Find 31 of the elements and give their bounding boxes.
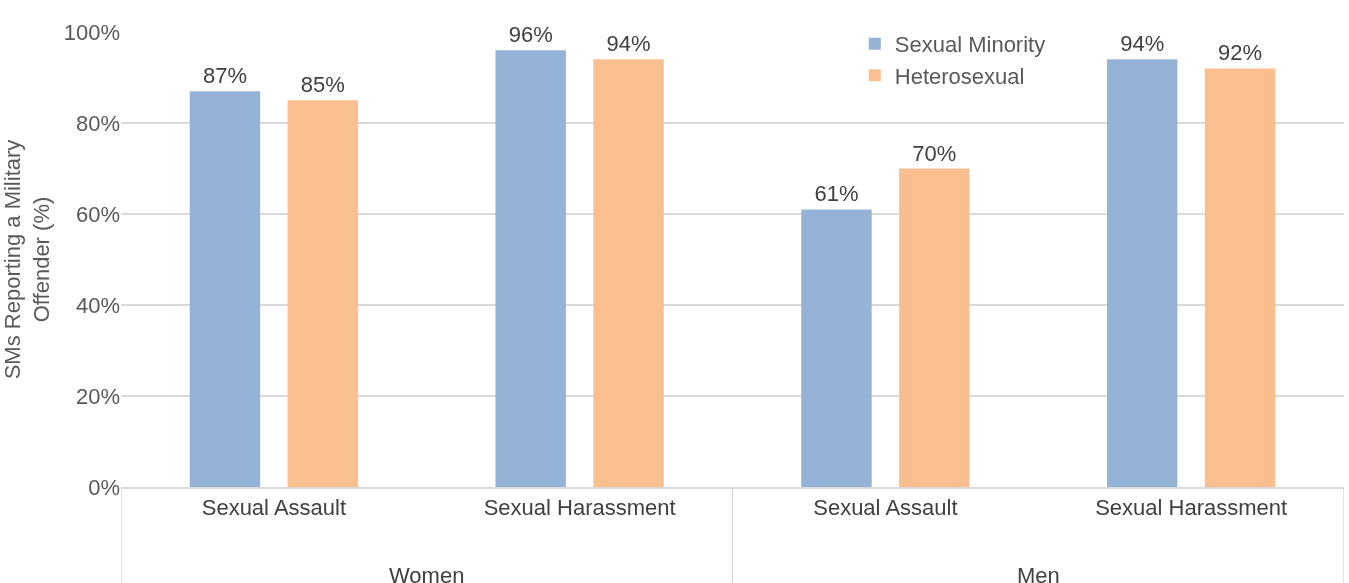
bar xyxy=(593,59,664,487)
data-label: 87% xyxy=(202,63,247,89)
data-label: 92% xyxy=(1218,40,1263,66)
x-tick-label: Sexual Assault xyxy=(201,495,347,521)
bar xyxy=(287,100,359,487)
bar xyxy=(495,50,566,487)
text: Women xyxy=(389,563,465,583)
x-tick-label: Sexual Harassment xyxy=(1095,495,1288,521)
x-tick-label: Sexual Assault xyxy=(813,495,958,521)
bar xyxy=(1204,68,1276,487)
bar xyxy=(899,168,970,487)
y-tick-label: 80% xyxy=(75,110,120,136)
text: Men xyxy=(1017,563,1060,583)
data-label: 94% xyxy=(606,31,651,57)
legend-label: Heterosexual xyxy=(894,63,1025,89)
data-label: 61% xyxy=(814,181,859,207)
bar xyxy=(1106,59,1178,487)
data-label: 85% xyxy=(300,72,345,98)
data-label: 96% xyxy=(508,22,553,48)
data-label: 94% xyxy=(1120,31,1165,57)
y-tick-label: 20% xyxy=(75,383,120,409)
y-tick-label: 0% xyxy=(88,474,120,500)
legend-label: Sexual Minority xyxy=(894,32,1046,58)
bar xyxy=(801,209,872,487)
y-axis-title: SMs Reporting a Military Offender (%) xyxy=(0,139,54,380)
x-tick-label: Sexual Harassment xyxy=(483,495,676,521)
data-label: 70% xyxy=(912,140,957,166)
y-tick-label: 40% xyxy=(75,292,120,318)
y-tick-label: 100% xyxy=(63,19,120,45)
bar xyxy=(189,91,261,487)
y-tick-label: 60% xyxy=(75,201,120,227)
